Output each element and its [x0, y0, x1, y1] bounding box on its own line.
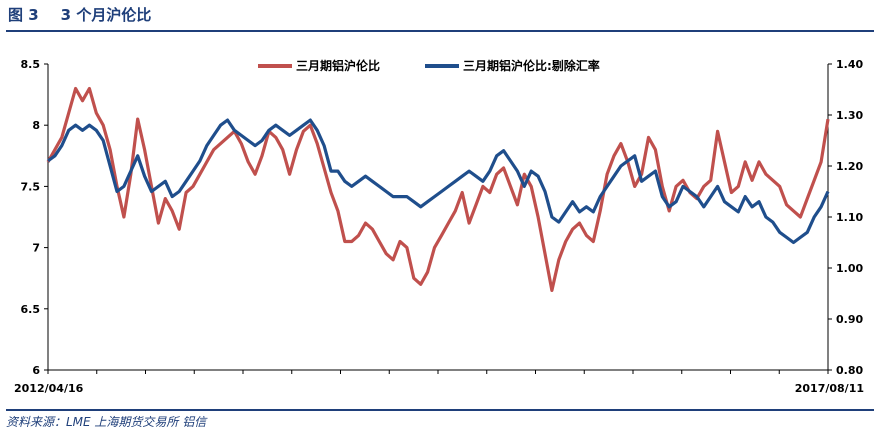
- right-tick-label: 0.90: [836, 313, 863, 326]
- figure-title: 图 3 3 个月沪伦比: [8, 4, 151, 25]
- left-tick-label: 8.5: [21, 58, 41, 71]
- left-tick-label: 7.5: [21, 180, 41, 193]
- series-line-sh-lme-ratio: [46, 86, 830, 292]
- bottom-rule: [6, 409, 874, 411]
- legend-label: 三月期铝沪伦比: [296, 58, 380, 73]
- series-lines: [46, 86, 830, 292]
- left-tick-label: 6: [32, 364, 40, 377]
- left-tick-label: 8: [32, 119, 40, 132]
- right-tick-label: 1.10: [836, 211, 863, 224]
- left-axis: 8.5 8 7.5 7 6.5 6: [21, 58, 48, 377]
- top-rule: [6, 30, 874, 32]
- legend: 三月期铝沪伦比 三月期铝沪伦比:剔除汇率: [258, 58, 600, 73]
- figure-number: 3: [60, 6, 72, 24]
- x-end-label: 2017/08/11: [795, 382, 864, 395]
- right-tick-label: 1.40: [836, 58, 863, 71]
- chart-frame: [47, 64, 829, 371]
- right-tick-label: 1.30: [836, 109, 863, 122]
- series-line-ex-fx: [47, 118, 830, 245]
- right-tick-label: 1.00: [836, 262, 863, 275]
- x-start-label: 2012/04/16: [14, 382, 84, 395]
- source-note: 资料来源：LME 上海期货交易所 铝信: [6, 415, 207, 429]
- figure-label: 图 3: [8, 6, 39, 24]
- left-tick-label: 6.5: [21, 303, 41, 316]
- figure-title-text: 个月沪伦比: [76, 6, 152, 24]
- left-tick-label: 7: [32, 242, 40, 255]
- x-axis: 2012/04/16 2017/08/11: [14, 370, 864, 395]
- right-tick-label: 0.80: [836, 364, 863, 377]
- legend-label: 三月期铝沪伦比:剔除汇率: [463, 58, 600, 73]
- right-axis: 1.40 1.30 1.20 1.10 1.00 0.90 0.80: [828, 58, 863, 377]
- line-chart: 8.5 8 7.5 7 6.5 6 1.40 1.30 1.20 1.10 1.00 0.90 0.8…: [14, 58, 864, 395]
- right-tick-label: 1.20: [836, 160, 863, 173]
